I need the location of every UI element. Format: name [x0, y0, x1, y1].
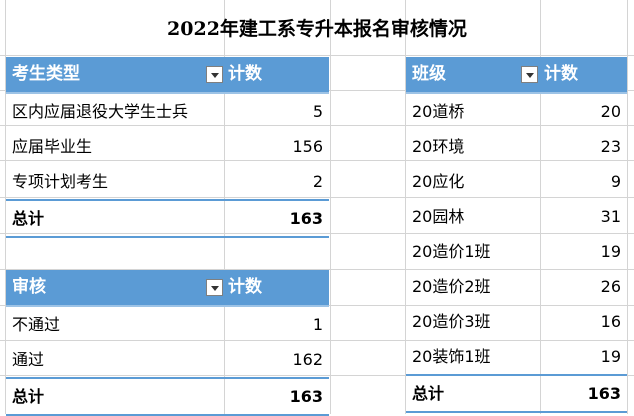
row-count: 9: [610, 172, 621, 191]
row-label-header: 考生类型: [12, 64, 80, 84]
row-label: 20造价1班: [412, 242, 491, 261]
pivot-header: 班级 计数: [406, 57, 627, 94]
row-label: 通过: [12, 350, 45, 369]
pivot-row[interactable]: 20装饰1班 19: [406, 339, 627, 374]
row-count: 19: [600, 242, 621, 261]
pivot-total-row[interactable]: 总计 163: [6, 377, 329, 416]
row-label-header: 审核: [12, 277, 46, 297]
row-count: 31: [600, 207, 621, 226]
row-label: 20装饰1班: [412, 347, 491, 366]
pivot-review: 审核 计数 不通过 1 通过 162 总计 163: [6, 270, 329, 416]
total-count: 163: [289, 209, 323, 228]
total-count: 163: [587, 384, 621, 403]
pivot-total-row[interactable]: 总计 163: [406, 374, 627, 413]
pivot-row[interactable]: 通过 162: [6, 342, 329, 377]
pivot-row[interactable]: 区内应届退役大学生士兵 5: [6, 94, 329, 129]
pivot-row[interactable]: 20造价2班 26: [406, 269, 627, 304]
pivot-row[interactable]: 应届毕业生 156: [6, 129, 329, 164]
total-count: 163: [289, 387, 323, 406]
sheet-title: 2022年建工系专升本报名审核情况: [167, 18, 467, 40]
pivot-row[interactable]: 20环境 23: [406, 129, 627, 164]
row-count: 2: [312, 172, 323, 191]
row-label: 区内应届退役大学生士兵: [12, 102, 189, 121]
pivot-row[interactable]: 20应化 9: [406, 164, 627, 199]
row-label: 20应化: [412, 172, 465, 191]
row-label: 20园林: [412, 207, 465, 226]
row-label: 20造价2班: [412, 277, 491, 296]
row-label: 20道桥: [412, 102, 465, 121]
row-count: 19: [600, 347, 621, 366]
pivot-row[interactable]: 20道桥 20: [406, 94, 627, 129]
row-label-header: 班级: [412, 64, 446, 84]
row-label: 20环境: [412, 137, 465, 156]
total-label: 总计: [412, 384, 445, 403]
pivot-row[interactable]: 专项计划考生 2: [6, 164, 329, 199]
row-label: 不通过: [12, 315, 61, 334]
row-count: 1: [312, 315, 323, 334]
pivot-class: 班级 计数 20道桥 20 20环境 23 20应化 9 20园林 31 20造…: [406, 57, 627, 413]
pivot-total-row[interactable]: 总计 163: [6, 199, 329, 238]
total-label: 总计: [12, 387, 45, 406]
row-count: 156: [292, 137, 323, 156]
count-header: 计数: [228, 64, 262, 84]
row-label: 20造价3班: [412, 312, 491, 331]
filter-dropdown-icon[interactable]: [521, 66, 538, 83]
count-header: 计数: [228, 277, 262, 297]
pivot-row[interactable]: 20园林 31: [406, 199, 627, 234]
count-header: 计数: [544, 64, 578, 84]
row-count: 5: [312, 102, 323, 121]
total-label: 总计: [12, 209, 45, 228]
pivot-row[interactable]: 20造价3班 16: [406, 304, 627, 339]
row-label: 专项计划考生: [12, 172, 109, 191]
filter-dropdown-icon[interactable]: [206, 279, 223, 296]
pivot-student-type: 考生类型 计数 区内应届退役大学生士兵 5 应届毕业生 156 专项计划考生 2…: [6, 57, 329, 238]
pivot-header: 审核 计数: [6, 270, 329, 307]
pivot-row[interactable]: 不通过 1: [6, 307, 329, 342]
row-count: 26: [600, 277, 621, 296]
filter-dropdown-icon[interactable]: [206, 66, 223, 83]
row-count: 16: [600, 312, 621, 331]
row-count: 23: [600, 137, 621, 156]
row-count: 20: [600, 102, 621, 121]
pivot-row[interactable]: 20造价1班 19: [406, 234, 627, 269]
row-label: 应届毕业生: [12, 137, 93, 156]
row-count: 162: [292, 350, 323, 369]
pivot-header: 考生类型 计数: [6, 57, 329, 94]
